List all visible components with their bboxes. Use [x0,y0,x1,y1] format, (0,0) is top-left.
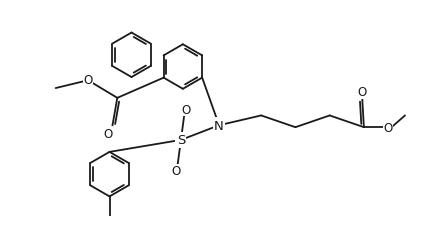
Text: O: O [181,103,191,116]
Text: S: S [177,134,185,147]
Text: O: O [103,127,113,140]
Text: O: O [84,74,92,87]
Text: O: O [383,121,393,134]
Text: N: N [214,119,224,132]
Text: O: O [171,165,181,178]
Text: O: O [357,86,367,99]
